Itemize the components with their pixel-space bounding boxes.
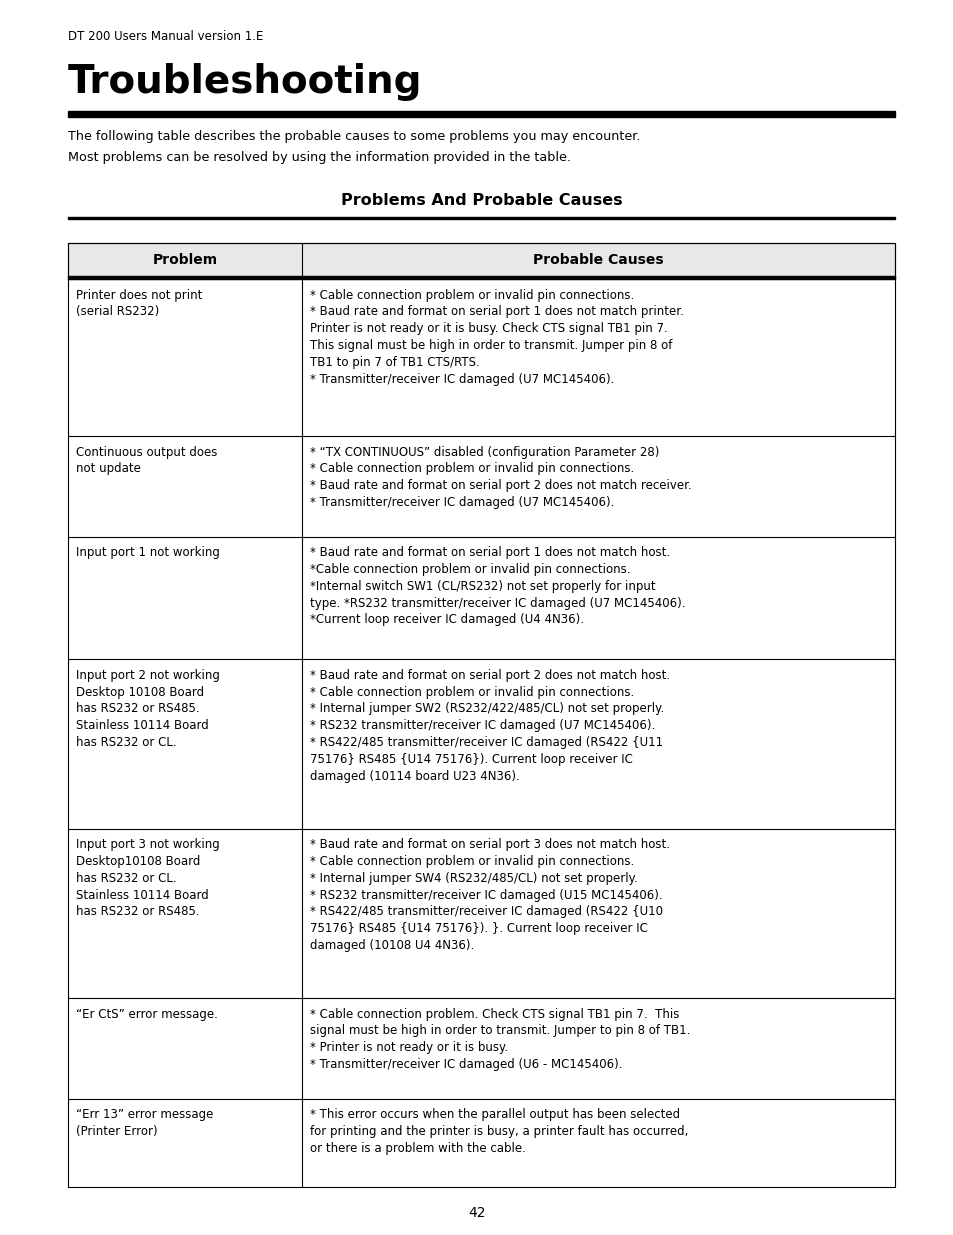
Text: has RS232 or RS485.: has RS232 or RS485. xyxy=(75,905,199,919)
Text: (Printer Error): (Printer Error) xyxy=(75,1125,157,1137)
Text: * Internal jumper SW2 (RS232/422/485/CL) not set properly.: * Internal jumper SW2 (RS232/422/485/CL)… xyxy=(309,703,663,715)
Text: * Baud rate and format on serial port 1 does not match host.: * Baud rate and format on serial port 1 … xyxy=(309,546,669,559)
Text: * RS422/485 transmitter/receiver IC damaged (RS422 {U10: * RS422/485 transmitter/receiver IC dama… xyxy=(309,905,661,919)
Bar xyxy=(68,217,894,219)
Bar xyxy=(68,111,894,117)
Text: Printer is not ready or it is busy. Check CTS signal TB1 pin 7.: Printer is not ready or it is busy. Chec… xyxy=(309,322,666,335)
Text: * Cable connection problem or invalid pin connections.: * Cable connection problem or invalid pi… xyxy=(309,462,633,475)
Text: has RS232 or CL.: has RS232 or CL. xyxy=(75,872,176,884)
Text: Input port 3 not working: Input port 3 not working xyxy=(75,839,219,851)
Text: “Er CtS” error message.: “Er CtS” error message. xyxy=(75,1008,217,1020)
Text: Input port 1 not working: Input port 1 not working xyxy=(75,546,219,559)
Text: * “TX CONTINUOUS” disabled (configuration Parameter 28): * “TX CONTINUOUS” disabled (configuratio… xyxy=(309,446,659,458)
Text: * Baud rate and format on serial port 1 does not match printer.: * Baud rate and format on serial port 1 … xyxy=(309,305,682,319)
Bar xyxy=(68,243,894,279)
Text: (serial RS232): (serial RS232) xyxy=(75,305,158,319)
Text: Probable Causes: Probable Causes xyxy=(533,253,663,267)
Text: Stainless 10114 Board: Stainless 10114 Board xyxy=(75,889,208,902)
Text: damaged (10108 U4 4N36).: damaged (10108 U4 4N36). xyxy=(309,939,474,952)
Text: * Internal jumper SW4 (RS232/485/CL) not set properly.: * Internal jumper SW4 (RS232/485/CL) not… xyxy=(309,872,637,884)
Text: type. *RS232 transmitter/receiver IC damaged (U7 MC145406).: type. *RS232 transmitter/receiver IC dam… xyxy=(309,597,684,610)
Text: 42: 42 xyxy=(468,1207,485,1220)
Text: * RS232 transmitter/receiver IC damaged (U15 MC145406).: * RS232 transmitter/receiver IC damaged … xyxy=(309,889,661,902)
Text: * This error occurs when the parallel output has been selected: * This error occurs when the parallel ou… xyxy=(309,1108,679,1121)
Text: 75176} RS485 {U14 75176}). }. Current loop receiver IC: 75176} RS485 {U14 75176}). }. Current lo… xyxy=(309,923,647,935)
Bar xyxy=(68,277,894,279)
Text: * Printer is not ready or it is busy.: * Printer is not ready or it is busy. xyxy=(309,1041,507,1055)
Text: * Cable connection problem. Check CTS signal TB1 pin 7.  This: * Cable connection problem. Check CTS si… xyxy=(309,1008,679,1020)
Text: damaged (10114 board U23 4N36).: damaged (10114 board U23 4N36). xyxy=(309,769,518,783)
Text: Desktop10108 Board: Desktop10108 Board xyxy=(75,855,200,868)
Text: TB1 to pin 7 of TB1 CTS/RTS.: TB1 to pin 7 of TB1 CTS/RTS. xyxy=(309,356,478,369)
Text: has RS232 or RS485.: has RS232 or RS485. xyxy=(75,703,199,715)
Text: * Transmitter/receiver IC damaged (U7 MC145406).: * Transmitter/receiver IC damaged (U7 MC… xyxy=(309,496,613,509)
Text: 75176} RS485 {U14 75176}). Current loop receiver IC: 75176} RS485 {U14 75176}). Current loop … xyxy=(309,753,632,766)
Bar xyxy=(68,243,894,1187)
Text: * Transmitter/receiver IC damaged (U7 MC145406).: * Transmitter/receiver IC damaged (U7 MC… xyxy=(309,373,613,385)
Text: “Err 13” error message: “Err 13” error message xyxy=(75,1108,213,1121)
Text: * Cable connection problem or invalid pin connections.: * Cable connection problem or invalid pi… xyxy=(309,855,633,868)
Text: * Cable connection problem or invalid pin connections.: * Cable connection problem or invalid pi… xyxy=(309,289,633,301)
Text: Desktop 10108 Board: Desktop 10108 Board xyxy=(75,685,203,699)
Text: * RS232 transmitter/receiver IC damaged (U7 MC145406).: * RS232 transmitter/receiver IC damaged … xyxy=(309,719,654,732)
Text: Input port 2 not working: Input port 2 not working xyxy=(75,669,219,682)
Text: for printing and the printer is busy, a printer fault has occurred,: for printing and the printer is busy, a … xyxy=(309,1125,687,1137)
Text: DT 200 Users Manual version 1.E: DT 200 Users Manual version 1.E xyxy=(68,30,263,43)
Text: Stainless 10114 Board: Stainless 10114 Board xyxy=(75,719,208,732)
Text: This signal must be high in order to transmit. Jumper pin 8 of: This signal must be high in order to tra… xyxy=(309,338,671,352)
Text: *Cable connection problem or invalid pin connections.: *Cable connection problem or invalid pin… xyxy=(309,563,629,576)
Text: Troubleshooting: Troubleshooting xyxy=(68,63,422,101)
Text: * RS422/485 transmitter/receiver IC damaged (RS422 {U11: * RS422/485 transmitter/receiver IC dama… xyxy=(309,736,662,750)
Text: The following table describes the probable causes to some problems you may encou: The following table describes the probab… xyxy=(68,130,639,143)
Text: * Cable connection problem or invalid pin connections.: * Cable connection problem or invalid pi… xyxy=(309,685,633,699)
Text: * Transmitter/receiver IC damaged (U6 - MC145406).: * Transmitter/receiver IC damaged (U6 - … xyxy=(309,1058,621,1071)
Text: Continuous output does: Continuous output does xyxy=(75,446,216,458)
Text: Problem: Problem xyxy=(152,253,217,267)
Text: has RS232 or CL.: has RS232 or CL. xyxy=(75,736,176,750)
Text: *Current loop receiver IC damaged (U4 4N36).: *Current loop receiver IC damaged (U4 4N… xyxy=(309,614,583,626)
Text: *Internal switch SW1 (CL/RS232) not set properly for input: *Internal switch SW1 (CL/RS232) not set … xyxy=(309,579,655,593)
Text: Most problems can be resolved by using the information provided in the table.: Most problems can be resolved by using t… xyxy=(68,152,571,164)
Text: or there is a problem with the cable.: or there is a problem with the cable. xyxy=(309,1141,525,1155)
Text: * Baud rate and format on serial port 2 does not match receiver.: * Baud rate and format on serial port 2 … xyxy=(309,479,691,493)
Text: * Baud rate and format on serial port 3 does not match host.: * Baud rate and format on serial port 3 … xyxy=(309,839,669,851)
Text: Printer does not print: Printer does not print xyxy=(75,289,202,301)
Text: * Baud rate and format on serial port 2 does not match host.: * Baud rate and format on serial port 2 … xyxy=(309,669,669,682)
Text: signal must be high in order to transmit. Jumper to pin 8 of TB1.: signal must be high in order to transmit… xyxy=(309,1024,689,1037)
Text: Problems And Probable Causes: Problems And Probable Causes xyxy=(340,193,621,207)
Text: not update: not update xyxy=(75,462,140,475)
